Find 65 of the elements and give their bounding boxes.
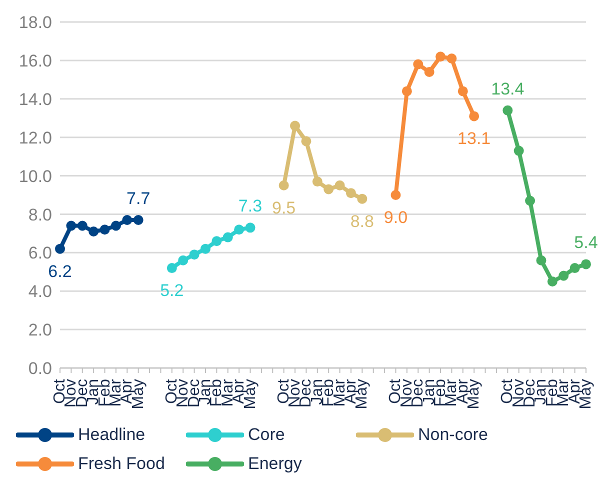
point	[100, 224, 110, 235]
point	[189, 250, 200, 260]
point	[178, 255, 188, 266]
point	[234, 224, 244, 235]
point	[424, 66, 434, 77]
data-label: 13.1	[458, 129, 491, 148]
data-label: 7.3	[238, 196, 262, 216]
point	[525, 196, 536, 206]
y-tick-label: 18.0	[18, 13, 52, 32]
point	[88, 226, 99, 237]
legend-label: Headline	[78, 424, 146, 444]
y-tick-label: 12.0	[18, 128, 52, 148]
point	[200, 244, 210, 254]
point	[570, 263, 580, 274]
point	[581, 259, 591, 270]
y-tick-label: 4.0	[28, 282, 52, 302]
legend-label: Energy	[248, 454, 302, 474]
point	[290, 120, 300, 131]
point	[77, 220, 88, 231]
y-tick-label: 0.0	[28, 359, 52, 378]
data-label: 5.4	[574, 233, 598, 252]
point	[558, 270, 569, 281]
point	[66, 220, 76, 231]
data-label: 5.2	[160, 281, 184, 300]
point	[536, 255, 546, 266]
y-tick-label: 8.0	[28, 205, 52, 224]
data-label: 6.2	[48, 262, 72, 281]
data-label: 7.7	[126, 188, 150, 208]
data-label: 13.4	[491, 79, 524, 98]
point	[547, 276, 558, 286]
point	[402, 86, 412, 96]
y-tick-label: 14.0	[18, 90, 52, 109]
point	[222, 232, 233, 242]
y-tick-label: 10.0	[18, 166, 52, 186]
data-label: 9.5	[272, 198, 296, 218]
point	[212, 236, 222, 246]
legend-label: Core	[248, 424, 285, 444]
point	[469, 111, 480, 122]
point	[346, 188, 356, 198]
point	[312, 176, 322, 187]
point	[166, 263, 177, 274]
point	[357, 194, 368, 204]
point	[502, 105, 513, 116]
point	[301, 136, 312, 146]
point	[55, 244, 65, 254]
y-tick-label: 16.0	[18, 51, 52, 70]
point	[122, 214, 132, 225]
point	[514, 146, 524, 156]
legend-label: Non-core	[418, 424, 488, 444]
point	[413, 59, 424, 70]
data-label: 8.8	[350, 212, 374, 231]
y-tick-label: 6.0	[28, 244, 52, 263]
point	[324, 184, 334, 194]
point	[133, 214, 144, 225]
legend-label: Fresh Food	[78, 454, 165, 474]
point	[390, 190, 401, 200]
point	[458, 86, 468, 96]
point	[245, 222, 256, 233]
data-label: 9.0	[384, 208, 408, 227]
point	[436, 52, 446, 62]
point	[278, 180, 289, 190]
y-tick-label: 2.0	[28, 320, 52, 340]
point	[110, 220, 121, 231]
point	[334, 180, 345, 190]
point	[446, 54, 457, 64]
